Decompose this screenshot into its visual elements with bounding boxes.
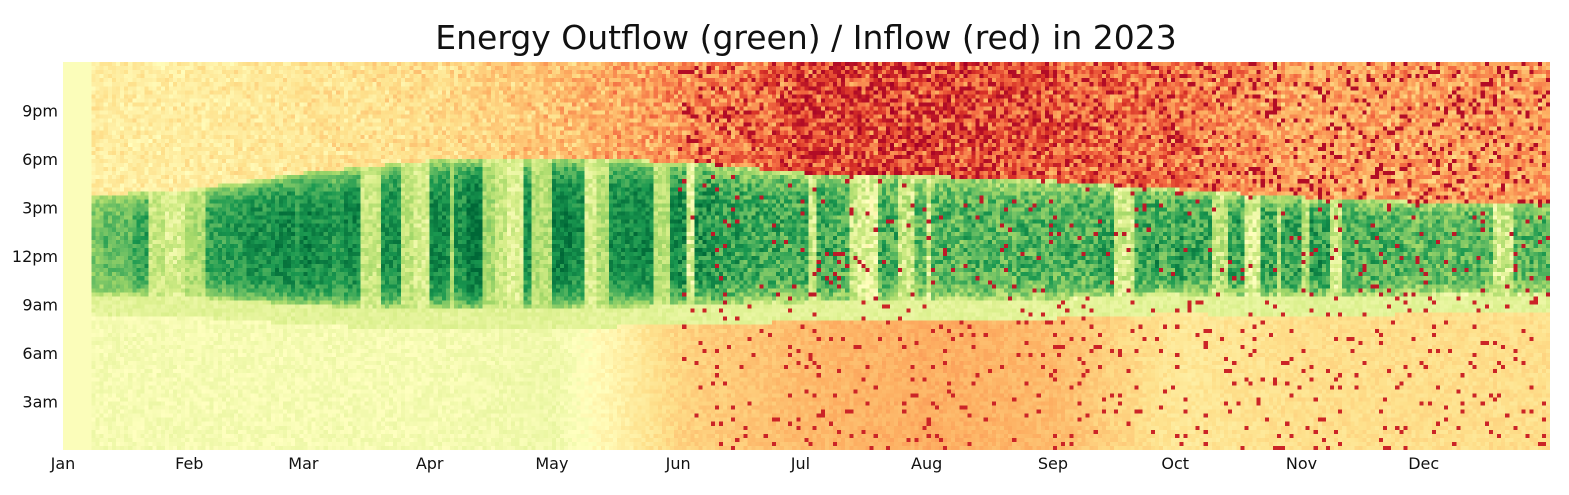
x-tick-label: Jul bbox=[790, 454, 810, 473]
x-tick-label: Mar bbox=[288, 454, 319, 473]
y-tick-label: 3pm bbox=[22, 199, 58, 218]
x-tick-label: Feb bbox=[175, 454, 203, 473]
y-tick-label: 3am bbox=[22, 393, 58, 412]
x-tick-label: Aug bbox=[911, 454, 942, 473]
chart-title: Energy Outflow (green) / Inflow (red) in… bbox=[435, 18, 1177, 57]
x-tick-label: Apr bbox=[416, 454, 444, 473]
y-tick-label: 6pm bbox=[22, 150, 58, 169]
y-tick-label: 6am bbox=[22, 344, 58, 363]
y-axis: 3am 6am 9am 12pm 3pm 6pm 9pm bbox=[12, 102, 58, 412]
x-tick-label: Sep bbox=[1038, 454, 1068, 473]
y-tick-label: 9am bbox=[22, 296, 58, 315]
x-tick-label: Nov bbox=[1286, 454, 1317, 473]
y-tick-label: 9pm bbox=[22, 102, 58, 121]
x-axis: Jan Feb Mar Apr May Jun Jul Aug Sep Oct Nov Dec bbox=[50, 454, 1440, 473]
y-tick-label: 12pm bbox=[12, 247, 58, 266]
heatmap-cells bbox=[63, 62, 1550, 450]
x-tick-label: May bbox=[535, 454, 568, 473]
x-tick-label: Dec bbox=[1408, 454, 1439, 473]
x-tick-label: Jun bbox=[665, 454, 691, 473]
x-tick-label: Oct bbox=[1161, 454, 1189, 473]
x-tick-label: Jan bbox=[50, 454, 76, 473]
